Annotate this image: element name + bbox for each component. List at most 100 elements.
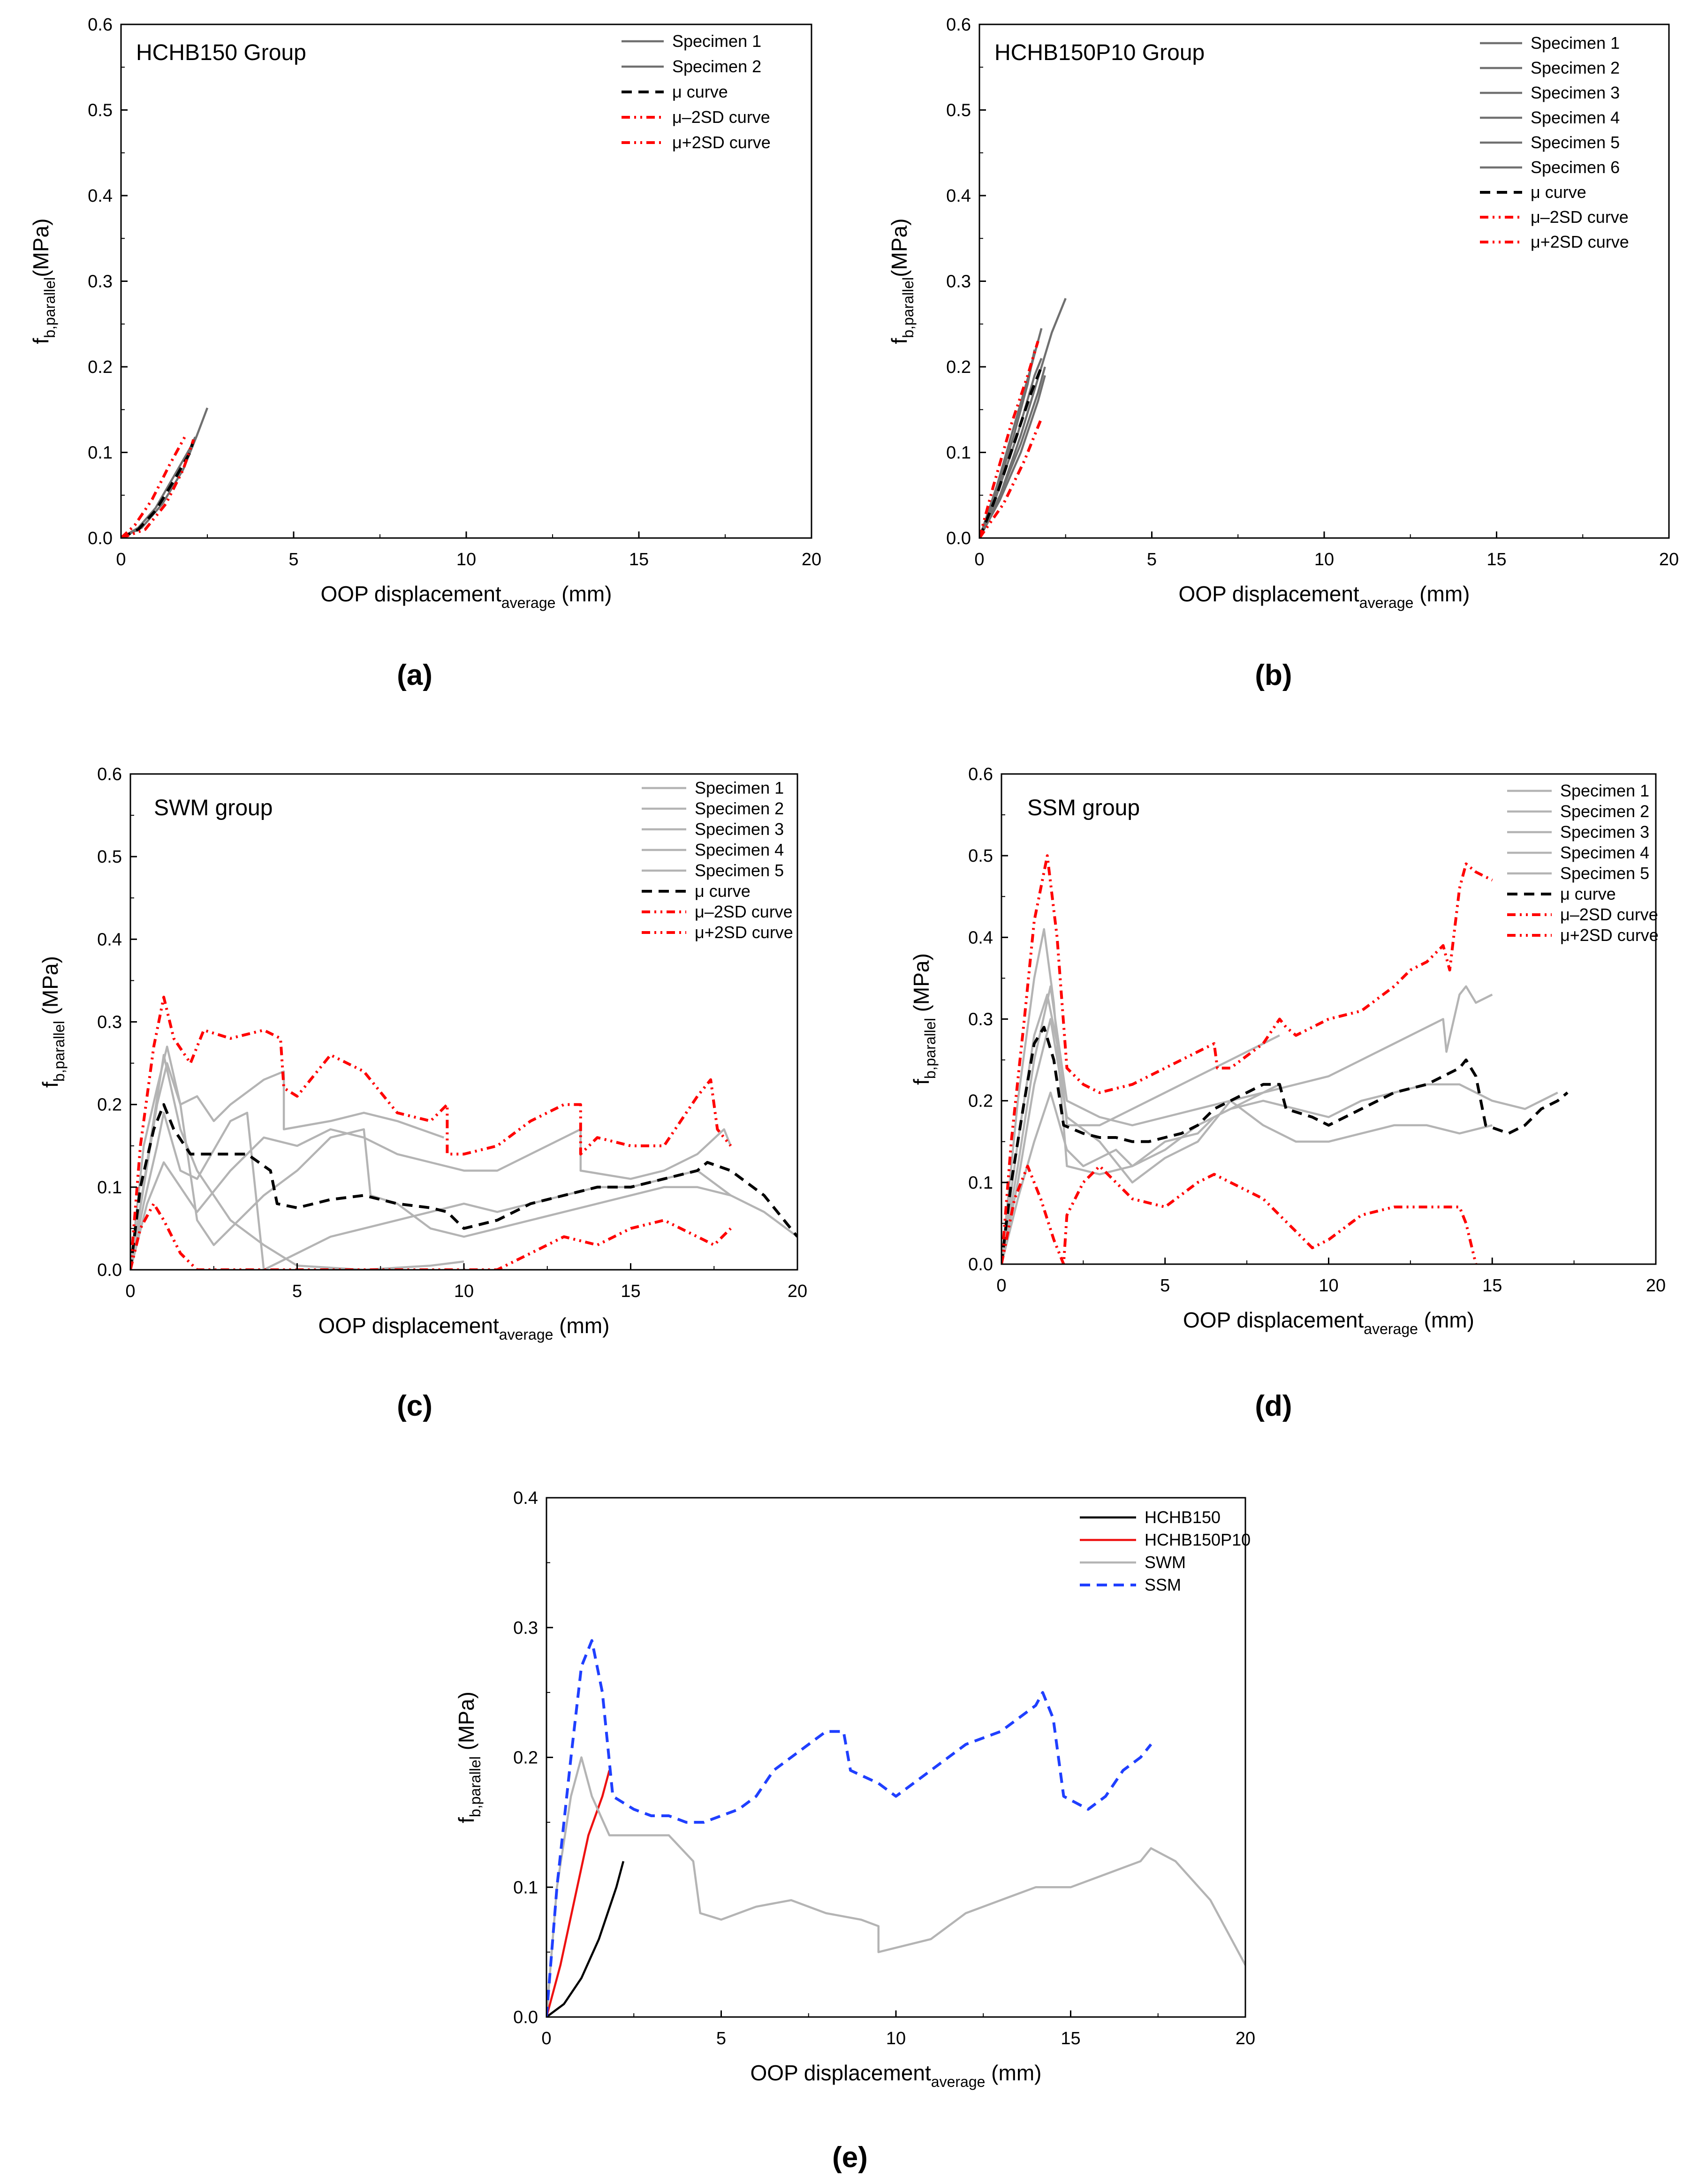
x-tick-label: 0 <box>996 1276 1006 1296</box>
x-axis-label-unit: (mm) <box>1413 582 1470 606</box>
x-tick-label: 10 <box>1314 550 1334 569</box>
legend-label: Specimen 3 <box>695 819 784 839</box>
y-tick-label: 0.6 <box>968 765 993 784</box>
x-tick-label: 10 <box>456 550 476 569</box>
y-axis-label-main: f <box>454 1817 478 1823</box>
legend-label: Specimen 1 <box>672 31 761 51</box>
legend-label: μ+2SD curve <box>695 923 793 942</box>
series-line <box>979 349 1036 538</box>
series-line <box>1001 1083 1558 1264</box>
y-axis-label-unit: (MPa) <box>909 953 933 1018</box>
x-axis-label: OOP displacementaverage (mm) <box>1183 1308 1474 1337</box>
x-tick-label: 15 <box>1486 550 1506 569</box>
x-axis-label-main: OOP displacement <box>318 1313 499 1338</box>
x-tick-label: 10 <box>886 2029 906 2048</box>
y-tick-label: 0.4 <box>513 1488 538 1508</box>
x-tick-label: 15 <box>629 550 649 569</box>
y-axis-label: fb,parallel(MPa) <box>887 219 917 344</box>
y-tick-label: 0.2 <box>946 357 971 377</box>
x-tick-label: 20 <box>1659 550 1679 569</box>
y-tick-label: 0.2 <box>88 357 113 377</box>
series-group <box>130 995 797 1270</box>
chart-title: HCHB150 Group <box>136 40 306 65</box>
legend-label: Specimen 2 <box>1560 802 1649 821</box>
x-axis-label-unit: (mm) <box>985 2061 1041 2085</box>
chart-title: SWM group <box>154 796 273 820</box>
y-tick-label: 0.3 <box>946 272 971 292</box>
x-axis-label-unit: (mm) <box>555 582 612 606</box>
x-tick-label: 0 <box>116 550 126 569</box>
legend-label: SWM <box>1145 1553 1186 1572</box>
legend-label: μ+2SD curve <box>1531 232 1629 251</box>
y-axis-label-subscript: b,parallel <box>922 1018 939 1079</box>
chart-d: 0 5 10 15 20 0.0 0.1 0.2 0.3 0.4 0.5 0.6 OOP displac… <box>909 765 1666 1422</box>
x-tick-label: 15 <box>621 1282 640 1301</box>
x-tick-label: 0 <box>974 550 984 569</box>
y-axis-label-unit: (MPa) <box>887 219 911 277</box>
chart-title: HCHB150P10 Group <box>994 40 1205 65</box>
y-tick-label: 0.4 <box>88 186 113 206</box>
legend-label: Specimen 4 <box>695 840 784 859</box>
legend-label: Specimen 6 <box>1531 158 1620 177</box>
panel-caption: (a) <box>397 659 432 691</box>
y-tick-label: 0.0 <box>968 1255 993 1274</box>
series-line <box>1001 1018 1493 1264</box>
series-line <box>130 1103 797 1270</box>
y-tick-label: 0.6 <box>97 765 122 784</box>
series-line <box>546 1756 1245 2017</box>
series-line <box>121 439 195 538</box>
y-tick-label: 0.5 <box>946 101 971 121</box>
chart-e: 0 5 10 15 20 0.0 0.1 0.2 0.3 0.4 OOP displacementa… <box>454 1488 1255 2174</box>
legend-label: μ curve <box>1531 182 1586 202</box>
y-tick-label: 0.1 <box>88 443 113 463</box>
x-tick-label: 20 <box>788 1282 807 1301</box>
y-tick-label: 0.3 <box>513 1618 538 1638</box>
panel-caption: (d) <box>1255 1390 1292 1422</box>
series-line <box>130 1054 464 1270</box>
x-tick-label: 5 <box>1147 550 1157 569</box>
y-axis-label: fb,parallel (MPa) <box>909 953 939 1085</box>
y-tick-label: 0.2 <box>97 1095 122 1115</box>
x-axis-label-subscript: average <box>1364 1320 1418 1337</box>
y-tick-label: 0.1 <box>968 1173 993 1193</box>
y-axis-label-unit: (MPa) <box>38 956 62 1021</box>
x-axis-label-main: OOP displacement <box>1183 1308 1364 1332</box>
y-axis-label-subscript: b,parallel <box>51 1021 68 1082</box>
x-tick-label: 5 <box>288 550 298 569</box>
x-tick-label: 20 <box>1646 1276 1666 1296</box>
panel-caption: (b) <box>1255 659 1292 691</box>
legend-label: HCHB150 <box>1145 1508 1221 1527</box>
x-axis-label-main: OOP displacement <box>321 582 501 606</box>
y-axis-label-main: f <box>29 338 53 344</box>
y-axis-label-main: f <box>887 338 911 344</box>
series-group <box>1001 854 1569 1264</box>
x-tick-label: 5 <box>716 2029 726 2048</box>
x-axis-label-subscript: average <box>501 594 556 611</box>
series-line <box>1001 854 1493 1264</box>
y-axis-label-subscript: b,parallel <box>900 277 917 338</box>
series-line <box>979 375 1046 538</box>
x-tick-label: 20 <box>802 550 821 569</box>
series-line <box>546 1639 1153 2017</box>
series-line <box>121 439 195 538</box>
legend-label: μ–2SD curve <box>672 107 770 127</box>
legend-label: μ+2SD curve <box>1560 925 1659 945</box>
x-axis-label-unit: (mm) <box>1418 1308 1474 1332</box>
series-line <box>130 1202 732 1270</box>
y-tick-label: 0.5 <box>968 846 993 866</box>
series-line <box>130 1062 797 1270</box>
plot-frame <box>120 23 812 539</box>
x-axis-label-main: OOP displacement <box>751 2061 931 2085</box>
legend-label: Specimen 1 <box>1560 781 1649 800</box>
legend-label: Specimen 2 <box>1531 58 1620 77</box>
y-tick-label: 0.0 <box>946 529 971 548</box>
x-axis-label: OOP displacementaverage (mm) <box>321 582 612 611</box>
series-line <box>130 1112 732 1270</box>
legend-label: SSM <box>1145 1575 1181 1594</box>
legend-label: μ+2SD curve <box>672 133 771 152</box>
x-tick-label: 5 <box>292 1282 302 1301</box>
y-axis-label: fb,parallel(MPa) <box>29 219 58 344</box>
chart-b: 0 5 10 15 20 0.0 0.1 0.2 0.3 0.4 0.5 0.6 OOP displac… <box>887 15 1679 691</box>
series-group <box>979 298 1067 538</box>
